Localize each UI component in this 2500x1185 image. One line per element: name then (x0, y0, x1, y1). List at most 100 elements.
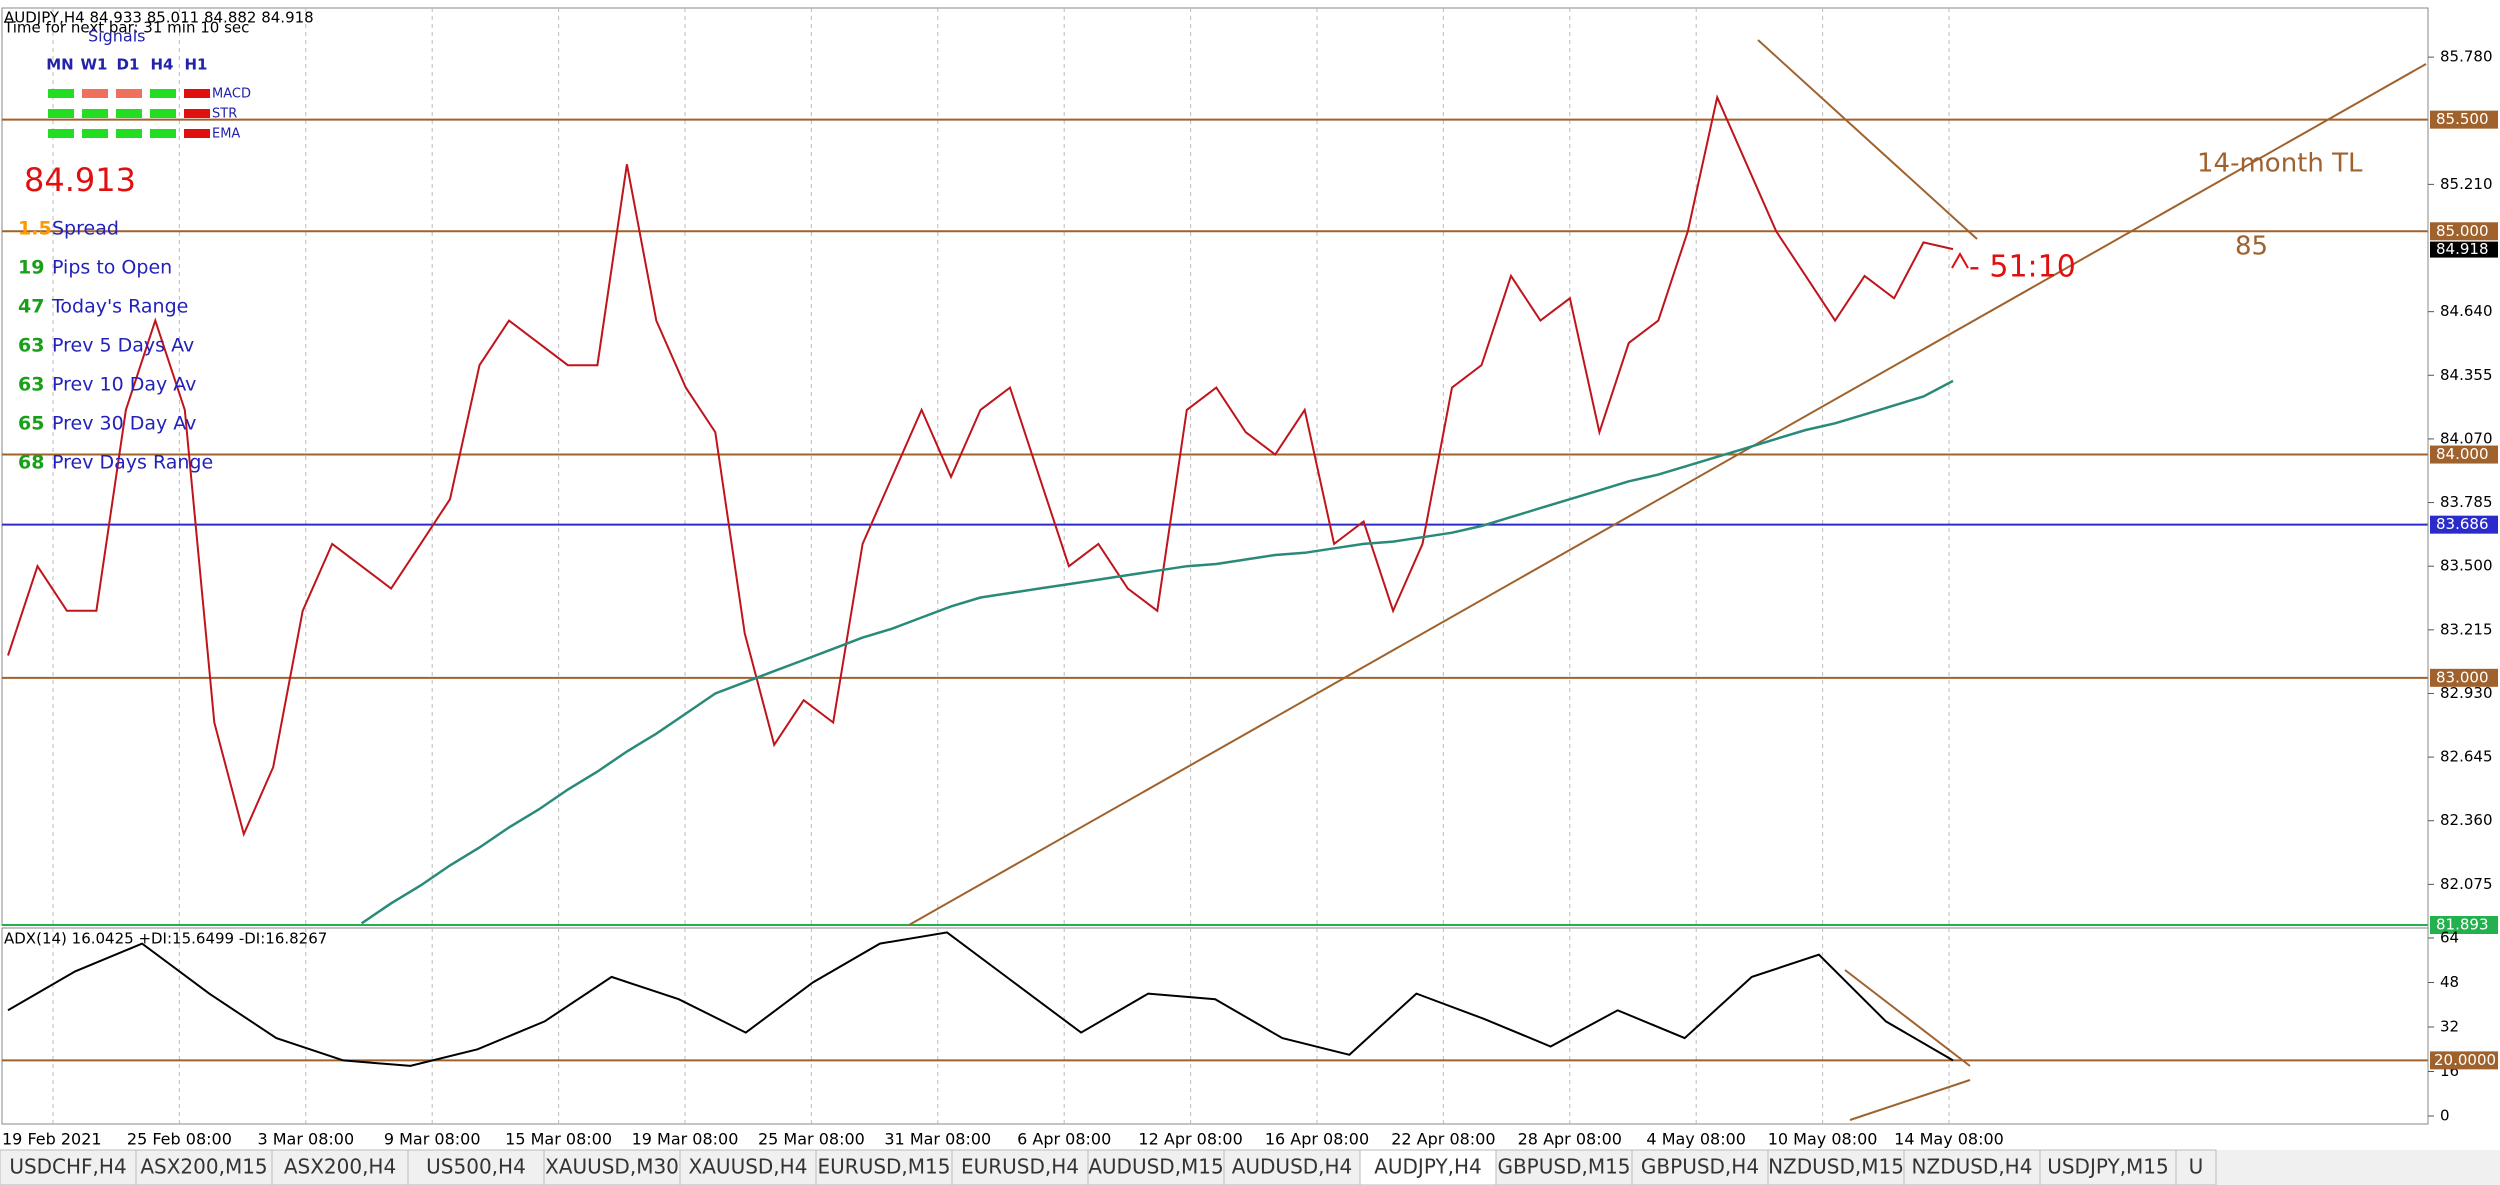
tab[interactable] (543, 1149, 681, 1185)
tab[interactable] (1359, 1149, 1497, 1185)
time-label: 19 Feb 2021 (2, 1130, 102, 1149)
signal-light (150, 129, 176, 138)
level-tag (2430, 1051, 2498, 1070)
tab[interactable] (1087, 1149, 1225, 1185)
adx-tick-label: 32 (2440, 1018, 2459, 1036)
adx-tick-label: 64 (2440, 929, 2459, 947)
tab-label[interactable]: NZDUSD,M15 (1768, 1155, 1904, 1179)
info-value: 68 (18, 452, 44, 474)
time-label: 14 May 08:00 (1894, 1130, 2004, 1149)
level-label: 84.000 (2436, 445, 2489, 463)
tab[interactable] (2175, 1149, 2217, 1185)
signal-light (184, 129, 210, 138)
adx-title: ADX(14) 16.0425 +DI:15.6499 -DI:16.8267 (4, 930, 327, 948)
caret (1951, 251, 1969, 269)
price-label: 83.500 (2440, 557, 2493, 575)
tab[interactable] (1223, 1149, 1361, 1185)
tab[interactable] (271, 1149, 409, 1185)
level-label: 81.893 (2436, 916, 2489, 934)
signal-light (48, 89, 74, 98)
info-panel: 1.5 Spread 19 Pips to Open 47 Today's Range 63… (18, 218, 213, 474)
tab-label[interactable]: EURUSD,H4 (961, 1155, 1079, 1179)
time-label: 3 Mar 08:00 (257, 1130, 354, 1149)
series-line (7, 94, 1954, 838)
price-label: 83.215 (2440, 620, 2493, 638)
signal-light (82, 129, 108, 138)
time-label: 19 Mar 08:00 (632, 1130, 739, 1149)
signal-light (82, 109, 108, 118)
signal-name: MACD (212, 87, 251, 102)
tabs: USDCHF,H4 ASX200,M15 ASX200,H4 US500,H4 XAUU… (0, 1149, 2217, 1185)
level-tag (2430, 668, 2498, 687)
tab-label[interactable]: GBPUSD,M15 (1497, 1155, 1630, 1179)
tab-label[interactable]: AUDJPY,H4 (1374, 1155, 1482, 1179)
tab-label[interactable]: AUDUSD,H4 (1232, 1155, 1353, 1179)
info-value: 1.5 (18, 218, 52, 240)
timeframe: D1 (117, 56, 140, 74)
tab[interactable] (1631, 1149, 1769, 1185)
time-label: 16 Apr 08:00 (1265, 1130, 1369, 1149)
signal-light (116, 89, 142, 98)
tab-label[interactable]: XAUUSD,M30 (545, 1155, 679, 1179)
signal-light (184, 89, 210, 98)
annotation: - 51:10 (1969, 250, 2076, 285)
price-label: 83.785 (2440, 493, 2493, 511)
price-label: 82.930 (2440, 684, 2493, 702)
adx-tick-label: 48 (2440, 973, 2459, 991)
tab-label[interactable]: XAUUSD,H4 (689, 1155, 808, 1179)
info-label: Prev 5 Days Av (52, 335, 194, 357)
signal-name: STR (212, 107, 237, 122)
level-tag (2430, 916, 2498, 934)
symbol-line: AUDJPY,H4 84.933 85.011 84.882 84.918 (4, 9, 314, 27)
bid-label: 84.918 (2436, 240, 2489, 258)
level-label: 20.0000 (2434, 1051, 2496, 1069)
info-value: 63 (18, 374, 44, 396)
current-price: 84.913 (24, 161, 136, 199)
time-label: 15 Mar 08:00 (505, 1130, 612, 1149)
time-label: 4 May 08:00 (1646, 1130, 1746, 1149)
signals: MN W1 D1 H4 H1 MACD STR EMA (46, 56, 251, 142)
signal-light (116, 129, 142, 138)
level-tag (2430, 515, 2498, 534)
tab-label[interactable]: USDCHF,H4 (9, 1155, 126, 1179)
signal-light (116, 109, 142, 118)
time-label: 6 Apr 08:00 (1017, 1130, 1111, 1149)
tab-label[interactable]: ASX200,H4 (284, 1155, 396, 1179)
tab[interactable] (0, 1149, 137, 1185)
tab-label[interactable]: U (2189, 1155, 2204, 1179)
tab-label[interactable]: GBPUSD,H4 (1641, 1155, 1759, 1179)
tab-label[interactable]: USDJPY,M15 (2047, 1155, 2169, 1179)
tab-label[interactable]: NZDUSD,H4 (1912, 1155, 2033, 1179)
tab-label[interactable]: US500,H4 (426, 1155, 526, 1179)
tab-label[interactable]: EURUSD,M15 (818, 1155, 951, 1179)
timeframe: H1 (185, 56, 208, 74)
adx-line (7, 931, 1954, 1067)
signal-light (150, 109, 176, 118)
price-label: 84.070 (2440, 429, 2493, 447)
info-label: Today's Range (51, 296, 188, 318)
tab-label[interactable]: AUDUSD,M15 (1088, 1155, 1224, 1179)
level-label: 83.000 (2436, 668, 2489, 686)
time-label: 10 May 08:00 (1768, 1130, 1878, 1149)
timeframe: MN (46, 56, 73, 74)
signal-light (82, 89, 108, 98)
price-label: 82.645 (2440, 748, 2493, 766)
tab[interactable] (407, 1149, 545, 1185)
grid (2, 8, 2428, 1124)
tab[interactable] (1903, 1149, 2041, 1185)
tab[interactable] (1495, 1149, 1633, 1185)
price-label: 85.780 (2440, 48, 2493, 66)
price-label: 84.640 (2440, 302, 2493, 320)
price-label: 84.355 (2440, 366, 2493, 384)
tab-label[interactable]: ASX200,M15 (140, 1155, 267, 1179)
level-label: 83.686 (2436, 515, 2489, 533)
info-label: Prev 10 Day Av (52, 374, 196, 396)
timeframe: H4 (151, 56, 174, 74)
signal-light (48, 109, 74, 118)
plot (7, 94, 1954, 1067)
tab[interactable] (135, 1149, 273, 1185)
series-line (360, 379, 1954, 925)
price-label: 82.360 (2440, 811, 2493, 829)
